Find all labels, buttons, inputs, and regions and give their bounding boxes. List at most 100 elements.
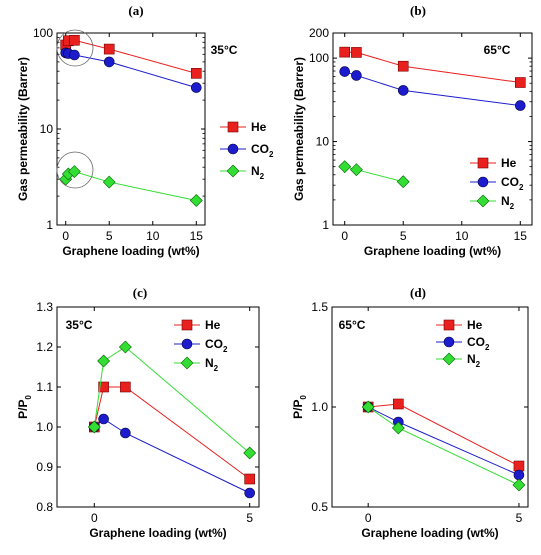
panel-b-he-line — [344, 51, 521, 84]
panel-a-n2-point — [102, 175, 116, 189]
panel-c-ylabel: P/P0 — [16, 395, 33, 419]
panel-b-xtick-label: 10 — [455, 229, 469, 243]
panel-c-legend-co2-marker — [181, 338, 193, 350]
panel-d-temperature: 65°C — [339, 318, 366, 332]
panel-c-he-point — [120, 381, 131, 393]
panel-c-legend-he-label: He — [205, 318, 221, 332]
panel-d-xtick-label: 0 — [365, 511, 372, 525]
panel-c-frame — [56, 306, 260, 508]
panel-d-ytick-label: 0.5 — [311, 500, 328, 514]
panel-d-legend-he-label: He — [467, 318, 483, 332]
panel-a-n2-point — [67, 165, 81, 179]
panel-d-legend-co2-marker — [443, 336, 455, 348]
panel-b-n2-point — [349, 163, 363, 177]
panel-b-legend-co2-marker — [477, 176, 489, 188]
panel-c-xtick-label: 5 — [246, 511, 253, 525]
panel-a-highlight-circle — [56, 29, 94, 67]
panel-a-legend-he-label: He — [251, 120, 267, 134]
panel-b-ylabel: Gas permeability (Barrer) — [292, 57, 306, 201]
panel-b-n2-point — [396, 175, 410, 189]
panel-b-label: (b) — [410, 3, 426, 18]
panel-b-xtick-label: 5 — [400, 229, 407, 243]
panel-d-ytick-label: 1.5 — [311, 300, 328, 314]
panel-c-he-point — [98, 381, 109, 393]
panel-c-legend-he-marker — [181, 319, 193, 331]
panel-b-legend-n2-label: N2 — [501, 194, 515, 211]
panel-a-n2-point — [189, 194, 203, 207]
panel-d-xlabel: Graphene loading (wt%) — [361, 526, 498, 540]
panel-d-label: (d) — [410, 285, 426, 300]
panel-c-n2-line — [93, 346, 251, 454]
panel-c-n2-point — [118, 340, 132, 354]
panel-b-xtick-label: 15 — [514, 229, 528, 243]
panel-b-he-point — [351, 47, 362, 58]
panel-b-legend-he-marker — [477, 157, 489, 169]
panel-c-ytick-label: 1.0 — [36, 420, 53, 434]
panel-c-n2-point — [87, 420, 101, 434]
panel-a-co2-point — [69, 49, 80, 61]
panel-d-he-point — [393, 398, 404, 410]
panel-c-ytick-label: 1.3 — [36, 300, 53, 314]
panel-d-xtick-label: 5 — [516, 511, 523, 525]
panel-b-ytick-label: 100 — [309, 51, 329, 65]
panel-d-co2-line — [367, 406, 520, 476]
panel-d-co2-point — [513, 469, 525, 481]
panel-b-legend-n2-marker — [476, 194, 490, 208]
panel-d-legend-n2-label: N2 — [467, 352, 481, 369]
panel-c-ytick-label: 1.2 — [36, 340, 53, 354]
panel-c-legend-co2-label: CO2 — [205, 337, 228, 354]
panel-b-ytick-label: 10 — [316, 135, 330, 149]
panel-b-co2-point — [397, 85, 409, 96]
panel-a-highlight-circle — [56, 151, 94, 189]
panel-a-temperature: 35°C — [211, 43, 238, 57]
panel-c-n2-point — [243, 446, 257, 460]
panel-c-legend-n2-label: N2 — [205, 356, 219, 373]
panel-a-he-point — [103, 43, 115, 55]
panel-a-ytick-label: 1 — [46, 218, 53, 232]
panel-a-xtick-label: 5 — [106, 229, 113, 243]
panel-c-legend-n2-marker — [180, 356, 194, 370]
panel-c-label: (c) — [133, 285, 147, 300]
panel-a-legend-n2-label: N2 — [251, 164, 265, 181]
panel-b-co2-line — [344, 71, 521, 107]
panel-d-n2-point — [361, 400, 375, 414]
panel-a-label: (a) — [128, 3, 143, 18]
panel-b-xtick-label: 0 — [341, 229, 348, 243]
panel-c-co2-point — [244, 487, 255, 499]
panel-d-ylabel: P/P0 — [291, 395, 308, 419]
panel-b-temperature: 65°C — [484, 43, 511, 57]
panel-b-co2-point — [351, 70, 362, 81]
panel-b-xlabel: Graphene loading (wt%) — [364, 244, 501, 258]
panel-b-ytick-label: 1 — [322, 218, 329, 232]
panel-a-co2-point — [103, 56, 115, 68]
panel-a-frame — [56, 32, 206, 226]
panel-c-co2-line — [93, 418, 250, 494]
panel-a-legend-n2-marker — [226, 164, 240, 178]
panel-b-he-point — [397, 60, 409, 72]
panel-a-legend-co2-marker — [227, 143, 239, 155]
panel-d-ytick-label: 1.0 — [311, 400, 328, 414]
panel-b-co2-point — [514, 100, 526, 111]
panel-a-xtick-label: 10 — [146, 229, 160, 243]
panel-d-legend-n2-marker — [442, 352, 456, 366]
panel-b-legend-co2-label: CO2 — [501, 175, 524, 192]
panel-d-frame — [331, 306, 529, 508]
panel-d-legend-he-marker — [443, 319, 455, 331]
panel-b-ytick-label: 200 — [309, 26, 329, 40]
panel-a-legend-he-marker — [227, 121, 239, 133]
panel-c-co2-point — [98, 413, 109, 425]
panel-a-ytick-label: 100 — [33, 26, 53, 40]
panel-a-xlabel: Graphene loading (wt%) — [62, 244, 199, 258]
panel-a-ytick-label: 10 — [40, 122, 54, 136]
panel-c-he-line — [93, 386, 250, 480]
panel-a-n2-line — [65, 171, 197, 201]
panel-c-ytick-label: 1.1 — [36, 380, 53, 394]
panel-c-ytick-label: 0.8 — [36, 500, 53, 514]
panel-d-legend-co2-label: CO2 — [467, 335, 490, 352]
panel-a-co2-point — [190, 82, 202, 93]
panel-a-ylabel: Gas permeability (Barrer) — [16, 57, 30, 201]
panel-a-co2-line — [65, 52, 197, 89]
panel-d-he-line — [368, 403, 520, 467]
